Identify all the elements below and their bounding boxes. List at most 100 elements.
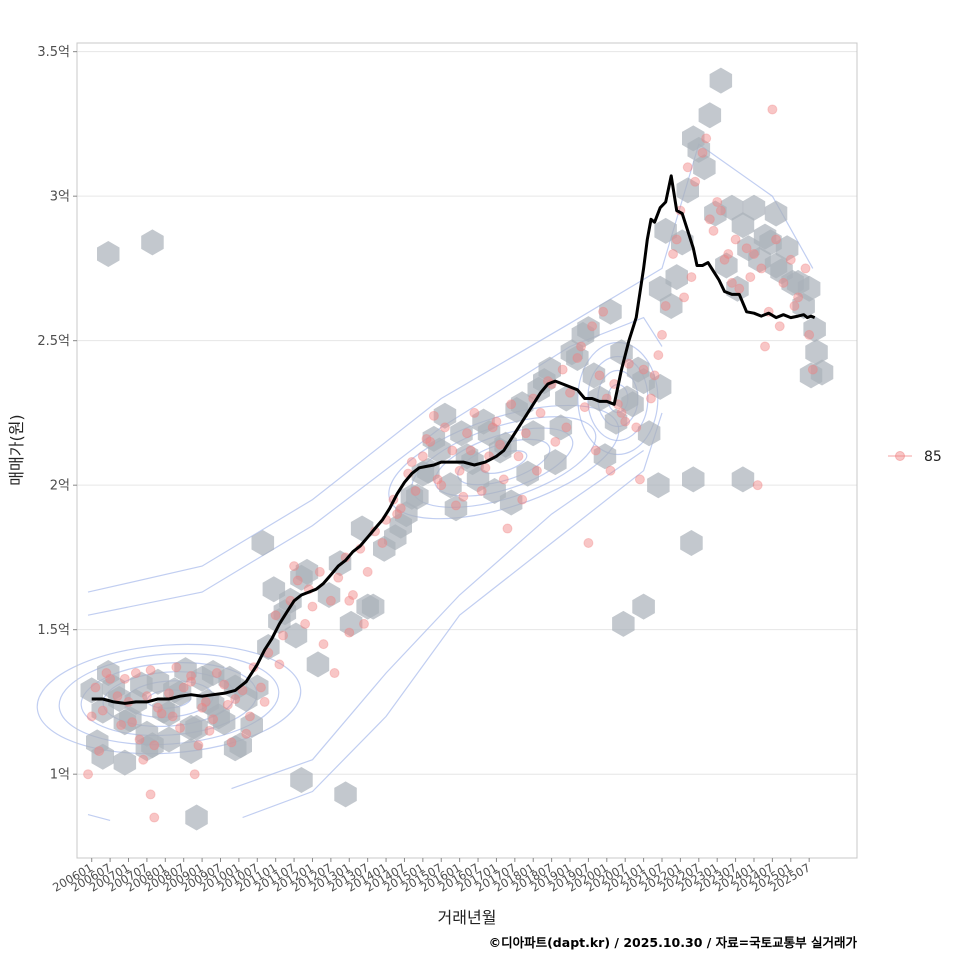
- hexbin-cell: [389, 512, 412, 539]
- contour-line: [231, 450, 644, 790]
- data-point: [682, 162, 693, 173]
- hexbin-cell: [295, 558, 319, 585]
- hexbin-cell: [615, 385, 639, 412]
- hexbin-cell: [290, 767, 313, 793]
- data-point: [208, 714, 219, 725]
- data-point: [660, 300, 671, 311]
- data-point: [557, 364, 568, 375]
- data-point: [421, 433, 432, 444]
- x-axis-title: 거래년월: [438, 908, 497, 927]
- y-tick-label: 2.5억: [37, 334, 70, 349]
- data-point: [425, 436, 436, 447]
- data-point: [760, 341, 771, 352]
- hexbin-cell: [687, 136, 711, 163]
- hexbin-cell: [157, 726, 181, 753]
- hexbin-cell: [731, 212, 755, 239]
- data-point: [487, 422, 498, 433]
- data-point: [590, 445, 601, 456]
- data-point: [392, 509, 403, 520]
- data-point: [241, 728, 252, 739]
- data-point: [513, 451, 524, 462]
- data-point: [149, 812, 160, 823]
- hexbin-cell: [317, 582, 341, 608]
- hexbin-cell: [201, 660, 225, 686]
- hexbin-cell: [251, 530, 275, 556]
- hexbin-cell: [97, 241, 120, 267]
- data-point: [756, 263, 767, 274]
- data-point: [274, 659, 285, 670]
- data-point: [701, 133, 712, 144]
- data-point: [325, 595, 336, 606]
- contour-line: [242, 412, 663, 819]
- data-point: [90, 682, 101, 693]
- hexbin-cell: [450, 420, 473, 447]
- hexbin-cell: [720, 194, 744, 221]
- data-point: [138, 754, 149, 765]
- hexbin-cell: [731, 466, 755, 493]
- hexbin-cell: [339, 610, 363, 637]
- data-point: [715, 205, 726, 216]
- data-point: [583, 537, 594, 548]
- data-point: [697, 147, 708, 158]
- data-point: [222, 699, 233, 710]
- data-point: [344, 595, 355, 606]
- data-point: [417, 451, 428, 462]
- data-point: [197, 702, 208, 713]
- hexbin-cell: [306, 651, 330, 678]
- data-point: [362, 566, 373, 577]
- hexbin-cell: [764, 200, 788, 227]
- hexbin-cell: [566, 345, 589, 371]
- data-point: [462, 428, 472, 439]
- data-point: [653, 350, 664, 361]
- data-point: [255, 682, 266, 693]
- data-point: [270, 610, 281, 621]
- contour-line: [87, 316, 663, 616]
- panel-border: [76, 42, 858, 859]
- data-point: [605, 465, 616, 476]
- data-point: [278, 630, 289, 641]
- data-point: [587, 321, 598, 332]
- trend-line-layer: [91, 174, 816, 705]
- data-point: [178, 682, 189, 693]
- hexbin-cell: [135, 735, 159, 762]
- data-point: [789, 300, 800, 311]
- hexbin-cell: [549, 414, 573, 441]
- hexbin-cell: [698, 102, 722, 129]
- data-point: [730, 234, 741, 245]
- hexbin-cell: [284, 622, 308, 649]
- hexbin-cell: [682, 466, 705, 493]
- data-point: [517, 494, 528, 505]
- data-point: [476, 485, 487, 496]
- data-point: [428, 410, 439, 421]
- data-point: [531, 465, 542, 476]
- y-axis: 1억 1.5억 2억 2.5억 3억 3.5억: [37, 45, 77, 783]
- hexbin-cell: [810, 359, 834, 386]
- hexbin-cell: [709, 67, 733, 94]
- data-point: [127, 717, 138, 728]
- hexbin-cell: [803, 316, 826, 343]
- data-point: [200, 696, 211, 707]
- data-point: [623, 358, 634, 369]
- data-point: [145, 789, 156, 800]
- hexbin-cell: [91, 743, 114, 770]
- data-point: [314, 566, 325, 577]
- contour-line: [87, 814, 111, 821]
- data-point: [410, 485, 421, 496]
- data-point: [186, 670, 197, 681]
- hexbin-cell: [179, 738, 203, 765]
- data-point: [498, 474, 509, 485]
- data-point: [186, 676, 197, 687]
- hexbin-cell: [612, 610, 635, 637]
- hexbin-cell: [533, 368, 556, 395]
- data-point: [226, 737, 237, 748]
- data-point: [344, 627, 355, 638]
- hexbin-cell: [477, 420, 501, 447]
- hexbin-cell: [648, 275, 672, 302]
- hexbin-cell: [356, 593, 379, 620]
- trend-line: [91, 174, 816, 705]
- data-point: [671, 234, 682, 245]
- data-point: [395, 503, 406, 514]
- hexbin-cell: [185, 804, 208, 831]
- hexbin-cell: [516, 460, 539, 487]
